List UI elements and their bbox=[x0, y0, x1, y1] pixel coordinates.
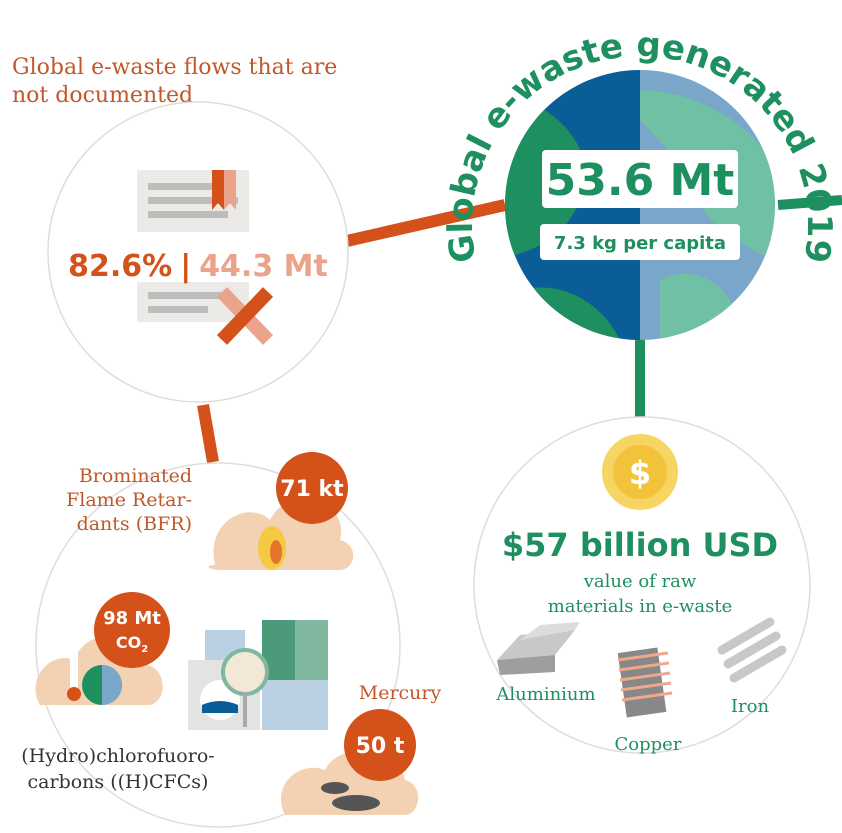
title-line: Global e-waste flows that are bbox=[12, 55, 337, 80]
mercury-label: Mercury bbox=[359, 682, 442, 704]
bfr-label: Flame Retar- bbox=[66, 489, 192, 511]
cfc-label: carbons ((H)CFCs) bbox=[28, 771, 209, 793]
bfr-label: dants (BFR) bbox=[77, 513, 192, 535]
material-label: Copper bbox=[615, 734, 682, 755]
per-capita: 7.3 kg per capita bbox=[554, 233, 726, 254]
material-label: Aluminium bbox=[495, 684, 595, 705]
cfc-amount: 98 Mt bbox=[103, 608, 161, 629]
description: materials in e-waste bbox=[548, 596, 733, 617]
value: $57 billion USD bbox=[502, 526, 778, 564]
infographic: Global e-waste flows that are not docume… bbox=[0, 0, 842, 833]
page: {"undocumented": {"title_lines": ["Globa… bbox=[0, 0, 842, 833]
connector bbox=[203, 405, 213, 462]
generated-amount: 53.6 Mt bbox=[546, 155, 735, 206]
unit-subscript: 2 bbox=[141, 644, 148, 655]
description: value of raw bbox=[583, 571, 697, 592]
badge bbox=[94, 592, 170, 668]
bfr-amount: 71 kt bbox=[280, 477, 344, 502]
unit: CO bbox=[116, 633, 141, 652]
coin-icon: $ bbox=[602, 434, 678, 510]
material-label: Iron bbox=[731, 696, 770, 717]
cfc-label: (Hydro)chlorofuoro- bbox=[21, 745, 214, 767]
title-line: not documented bbox=[12, 83, 193, 108]
mass: 44.3 Mt bbox=[199, 249, 328, 284]
mercury-amount: 50 t bbox=[356, 734, 405, 759]
svg-text:$: $ bbox=[629, 454, 651, 492]
bfr-label: Brominated bbox=[79, 465, 192, 487]
percent: 82.6% bbox=[68, 249, 172, 284]
separator: | bbox=[180, 249, 191, 284]
